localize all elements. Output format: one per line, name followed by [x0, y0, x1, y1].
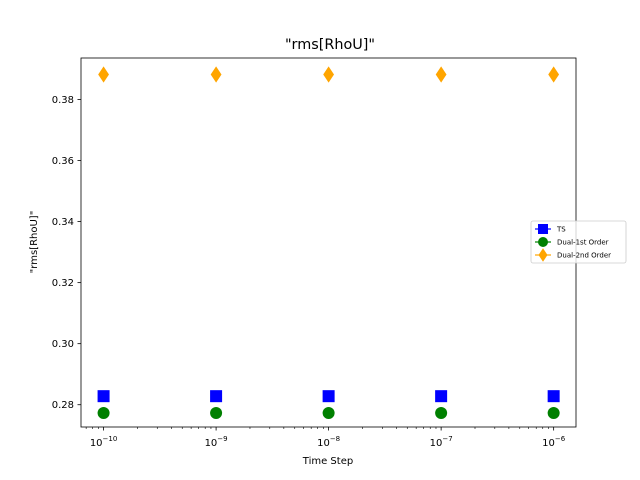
- data-point-diamond: [548, 66, 560, 83]
- x-tick-label: 10−8: [317, 435, 340, 449]
- y-tick-label: 0.30: [52, 339, 74, 350]
- x-axis-label: Time Step: [302, 456, 353, 467]
- y-tick-label: 0.36: [52, 156, 74, 167]
- y-tick-label: 0.34: [52, 217, 74, 228]
- legend-marker-diamond: [538, 248, 548, 262]
- legend-entry: TS: [535, 224, 566, 234]
- data-point-square: [322, 390, 335, 403]
- data-point-square: [547, 390, 560, 403]
- data-point-square: [210, 390, 223, 403]
- y-tick-label: 0.28: [52, 400, 74, 411]
- legend-entry: Dual-1st Order: [535, 237, 609, 247]
- legend-box: [530, 220, 627, 264]
- x-tick-label: 10−7: [430, 435, 453, 449]
- legend-marker-square: [538, 224, 548, 234]
- x-tick-label: 10−6: [542, 435, 566, 449]
- data-point-diamond: [210, 66, 222, 83]
- data-point-circle: [322, 406, 335, 419]
- series-diamond: [98, 66, 560, 83]
- data-point-square: [97, 390, 110, 403]
- data-point-circle: [435, 406, 448, 419]
- y-tick-label: 0.32: [52, 278, 74, 289]
- legend-label: Dual-2nd Order: [557, 252, 611, 260]
- series-square: [97, 390, 560, 403]
- legend-label: TS: [556, 226, 566, 234]
- x-tick-label: 10−9: [205, 435, 228, 449]
- x-tick-label: 10−10: [90, 435, 118, 449]
- data-point-circle: [210, 406, 223, 419]
- chart-title: "rms[RhoU]": [285, 37, 375, 53]
- y-axis-label: "rms[RhoU]": [29, 211, 40, 274]
- legend-entry: Dual-2nd Order: [535, 248, 611, 262]
- y-tick-label: 0.38: [52, 95, 74, 106]
- data-point-square: [435, 390, 448, 403]
- legend: TS Dual-1st Order Dual-2nd Order: [530, 220, 627, 264]
- data-point-circle: [547, 406, 560, 419]
- series-circle: [97, 406, 560, 419]
- data-point-diamond: [435, 66, 447, 83]
- legend-label: Dual-1st Order: [557, 239, 609, 247]
- data-point-diamond: [98, 66, 109, 83]
- data-point-diamond: [323, 66, 335, 83]
- legend-marker-circle: [538, 237, 548, 247]
- data-point-circle: [97, 406, 110, 419]
